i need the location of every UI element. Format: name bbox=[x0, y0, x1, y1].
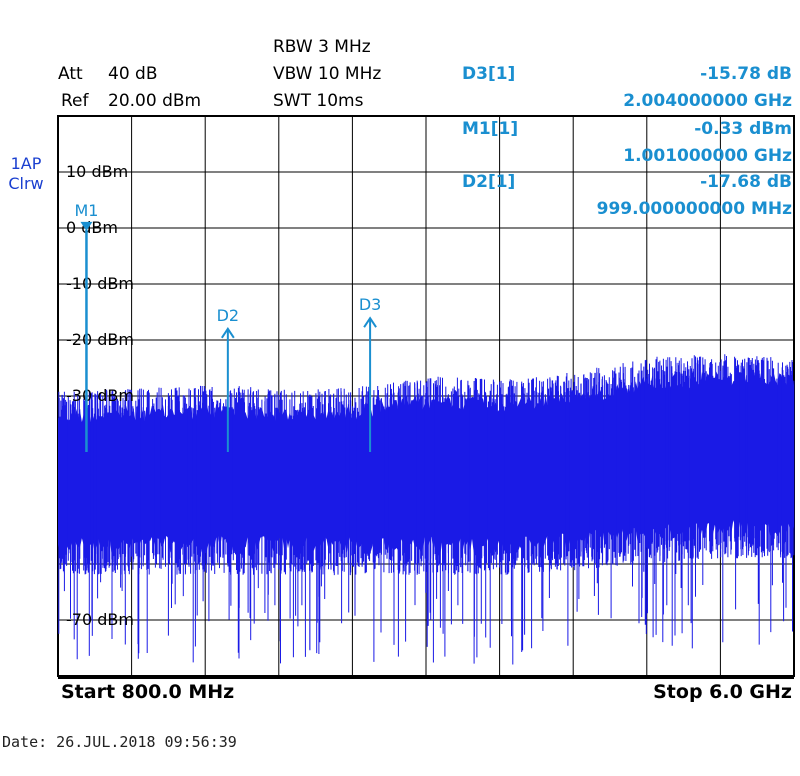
marker-d2-value: -17.68 dB bbox=[700, 172, 792, 192]
marker-d3-name: D3[1] bbox=[462, 64, 516, 84]
swt-setting: SWT 10ms bbox=[273, 91, 364, 111]
marker-m1-value: -0.33 dBm bbox=[694, 119, 792, 139]
y-tick-label: 0 dBm bbox=[66, 218, 118, 237]
marker-d3-value: -15.78 dB bbox=[700, 64, 792, 84]
marker-label: M1 bbox=[74, 201, 98, 220]
y-tick-label: -70 dBm bbox=[66, 610, 134, 629]
marker-m1-name: M1[1] bbox=[462, 119, 519, 139]
ref-value: 20.00 dBm bbox=[108, 91, 202, 111]
y-tick-labels: 10 dBm 0 dBm -10 dBm -20 dBm -30 dBm -70 dBm bbox=[66, 162, 134, 629]
trace-label-line2: Clrw bbox=[8, 174, 44, 193]
marker-label: D3 bbox=[359, 295, 382, 314]
marker-arrow bbox=[221, 327, 235, 339]
vbw-setting: VBW 10 MHz bbox=[273, 64, 382, 84]
rbw-setting: RBW 3 MHz bbox=[273, 37, 371, 57]
att-label: Att bbox=[58, 64, 83, 84]
y-tick-label: 10 dBm bbox=[66, 162, 128, 181]
marker-triangle bbox=[80, 221, 93, 231]
att-value: 40 dB bbox=[108, 64, 158, 84]
ref-label: Ref bbox=[61, 91, 89, 111]
start-frequency: Start 800.0 MHz bbox=[61, 681, 235, 703]
marker-arrow bbox=[363, 316, 377, 328]
trace-label-line1: 1AP bbox=[10, 154, 42, 173]
footer-bar-top bbox=[58, 676, 794, 679]
trace-spikes bbox=[58, 354, 795, 665]
marker-label: D2 bbox=[217, 306, 240, 325]
y-tick-label: -30 dBm bbox=[66, 386, 134, 405]
markers: M1 D2 D3 bbox=[74, 201, 381, 452]
trace-label: 1AP Clrw bbox=[4, 154, 48, 194]
marker-m1-freq: 1.001000000 GHz bbox=[623, 146, 792, 166]
marker-d2-freq: 999.000000000 MHz bbox=[596, 199, 792, 219]
trace-noise bbox=[58, 354, 795, 665]
marker-d3-freq: 2.004000000 GHz bbox=[623, 91, 792, 111]
marker-d2-name: D2[1] bbox=[462, 172, 516, 192]
stop-frequency: Stop 6.0 GHz bbox=[653, 681, 792, 703]
timestamp: Date: 26.JUL.2018 09:56:39 bbox=[2, 733, 237, 751]
y-tick-label: -20 dBm bbox=[66, 330, 134, 349]
y-tick-label: -10 dBm bbox=[66, 274, 134, 293]
